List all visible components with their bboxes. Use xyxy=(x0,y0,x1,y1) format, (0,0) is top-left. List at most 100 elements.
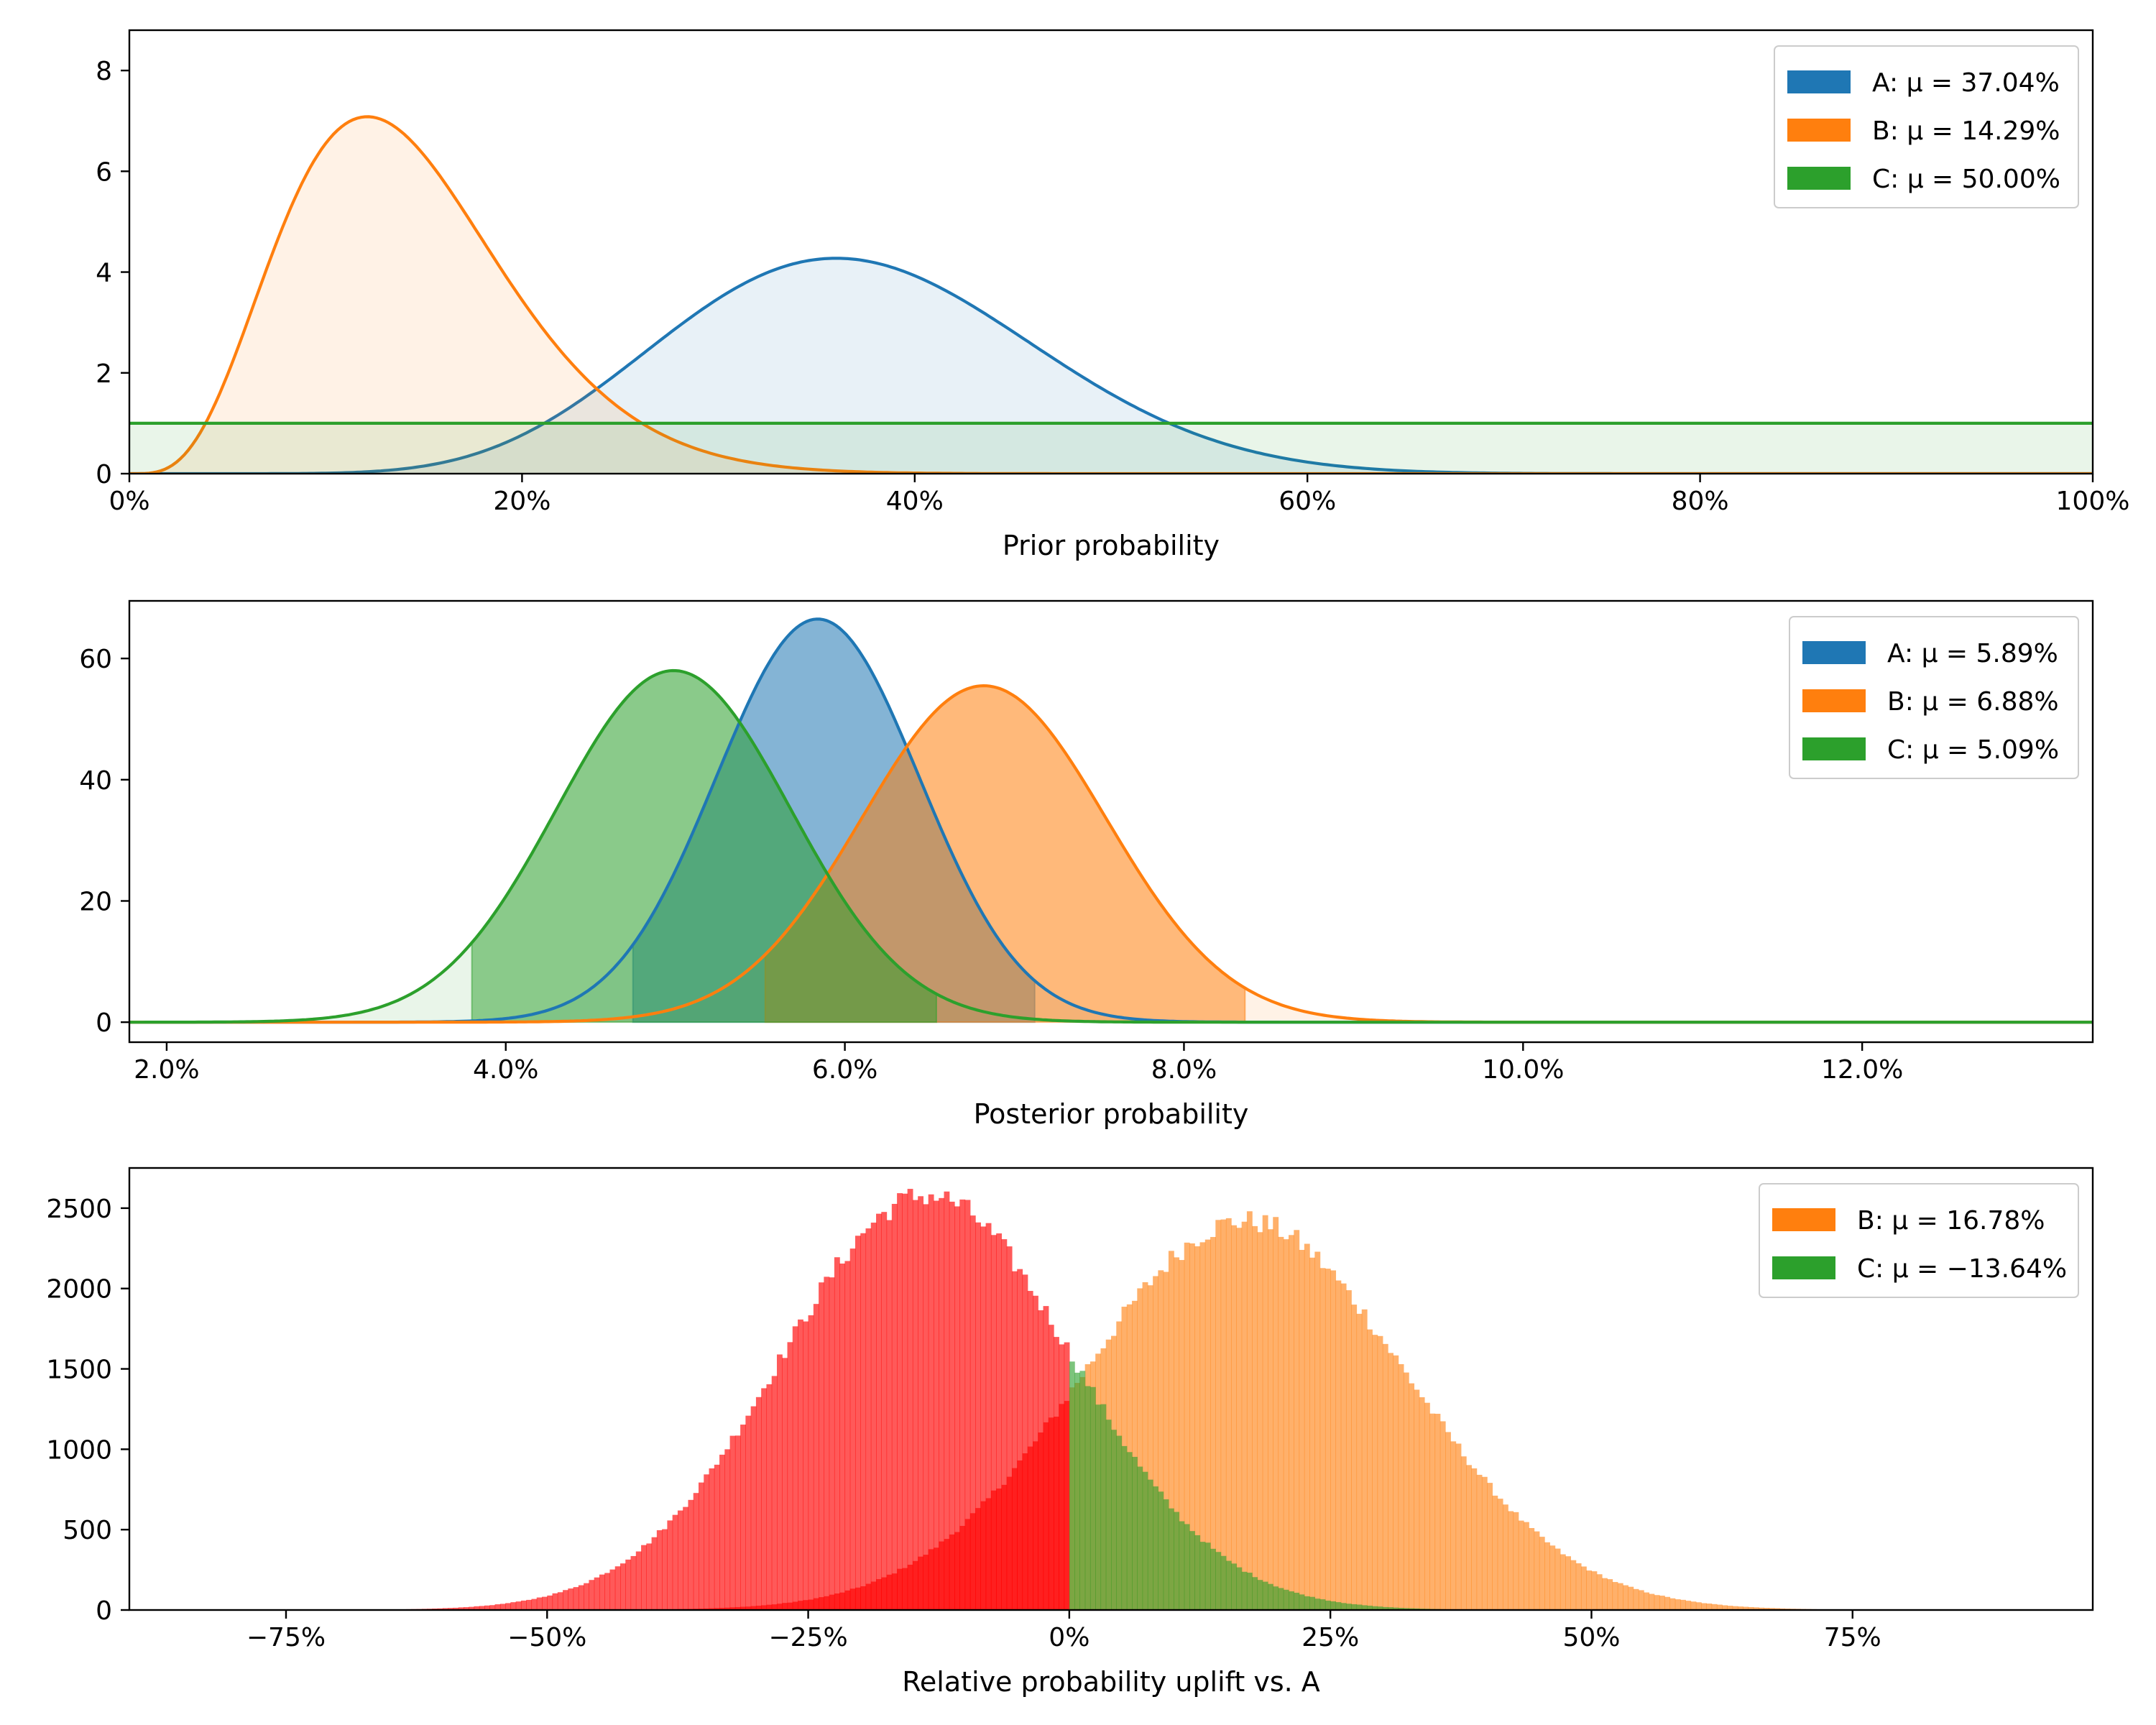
panel-1-plot xyxy=(129,115,2093,474)
histogram-bar-B xyxy=(1319,1268,1326,1610)
histogram-bar-C xyxy=(918,1196,924,1610)
histogram-bar-C xyxy=(771,1376,778,1610)
histogram-bar-C xyxy=(704,1474,710,1610)
panel-2-frame xyxy=(128,599,2094,1044)
histogram-bar-C xyxy=(1189,1531,1195,1610)
histogram-bar-C xyxy=(860,1233,867,1610)
histogram-bar-B xyxy=(1294,1230,1300,1610)
histogram-bar-B xyxy=(1497,1499,1503,1610)
histogram-bar-C xyxy=(1074,1372,1081,1610)
legend-swatch-B xyxy=(1802,689,1866,712)
legend-label-C: C: μ = 5.09% xyxy=(1887,735,2059,765)
histogram-bar-B xyxy=(1591,1571,1598,1610)
histogram-bar-C xyxy=(1289,1591,1294,1610)
x-tick-label: 12.0% xyxy=(1821,1055,1903,1085)
histogram-bar-B xyxy=(1361,1309,1368,1610)
histogram-bar-C xyxy=(1199,1542,1206,1610)
histogram-bar-C xyxy=(662,1529,668,1610)
histogram-bar-C xyxy=(1116,1435,1123,1610)
histogram-bar-B xyxy=(1163,1271,1169,1610)
histogram-bar-C xyxy=(625,1559,632,1610)
histogram-bar-B xyxy=(1481,1476,1488,1610)
histogram-bar-B xyxy=(1367,1329,1373,1610)
histogram-bar-B xyxy=(1257,1232,1263,1610)
histogram-bar-B xyxy=(1304,1243,1310,1610)
histogram-bar-B xyxy=(1340,1283,1347,1610)
histogram-bar-C xyxy=(1294,1592,1300,1610)
y-tick-label: 500 xyxy=(63,1516,112,1545)
histogram-bar-C xyxy=(683,1506,689,1610)
histogram-bar-B xyxy=(1356,1313,1363,1610)
histogram-bar-B xyxy=(1633,1588,1639,1610)
histogram-bar-C xyxy=(1314,1598,1321,1610)
histogram-bar-C xyxy=(1351,1604,1358,1610)
histogram-bar-C xyxy=(1153,1486,1158,1610)
histogram-bar-C xyxy=(667,1520,673,1610)
histogram-bar-C xyxy=(944,1191,950,1610)
x-tick-label: 80% xyxy=(1672,487,1729,516)
histogram-bar-B xyxy=(1158,1270,1164,1610)
histogram-bar-B xyxy=(1132,1300,1138,1610)
histogram-bar-C xyxy=(876,1213,882,1610)
histogram-bar-C xyxy=(1278,1588,1284,1610)
histogram-bar-C xyxy=(782,1358,788,1610)
histogram-bar-C xyxy=(542,1596,548,1610)
y-tick-label: 6 xyxy=(96,157,112,187)
histogram-bar-C xyxy=(1089,1386,1096,1610)
legend-3: B: μ = 16.78% C: μ = −13.64% xyxy=(1759,1183,2079,1298)
x-tick-label: 25% xyxy=(1302,1623,1359,1652)
histogram-bar-C xyxy=(1095,1404,1102,1610)
histogram-bar-C xyxy=(594,1577,600,1610)
histogram-bar-C xyxy=(1017,1269,1023,1610)
histogram-bar-C xyxy=(829,1277,835,1610)
histogram-bar-B xyxy=(1727,1606,1733,1610)
histogram-bar-C xyxy=(886,1220,893,1610)
histogram-bar-B xyxy=(1737,1606,1743,1610)
x-tick-label: 40% xyxy=(886,487,944,516)
histogram-bar-C xyxy=(1084,1386,1091,1610)
histogram-bar-B xyxy=(1612,1582,1618,1610)
x-tick-label: 6.0% xyxy=(812,1055,877,1085)
histogram-bar-B xyxy=(1748,1606,1754,1610)
histogram-bar-C xyxy=(479,1606,485,1610)
histogram-bar-B xyxy=(1690,1601,1697,1610)
histogram-bar-C xyxy=(808,1315,814,1610)
histogram-bar-C xyxy=(740,1425,746,1610)
histogram-bar-B xyxy=(1644,1592,1649,1610)
histogram-bar-B xyxy=(1424,1402,1430,1610)
histogram-bar-B xyxy=(1743,1606,1749,1610)
histogram-bar-B xyxy=(1325,1269,1331,1610)
histogram-bar-C xyxy=(798,1319,803,1610)
histogram-bar-B xyxy=(1210,1237,1216,1610)
x-tick-label: 50% xyxy=(1562,1623,1620,1652)
histogram-bar-B xyxy=(1189,1243,1195,1610)
histogram-bar-C xyxy=(834,1257,840,1610)
histogram-bar-B xyxy=(1403,1372,1409,1610)
histogram-bar-C xyxy=(996,1233,1003,1610)
histogram-bar-C xyxy=(563,1590,568,1610)
histogram-bar-B xyxy=(1439,1421,1446,1610)
histogram-bar-C xyxy=(819,1282,824,1610)
histogram-bar-C xyxy=(1267,1583,1273,1610)
y-tick-label: 0 xyxy=(96,460,112,489)
histogram-bar-C xyxy=(469,1606,475,1610)
density-fill-C xyxy=(129,423,2093,474)
histogram-bar-B xyxy=(1174,1257,1180,1610)
histogram-bar-B xyxy=(1575,1563,1582,1610)
density-fill-B xyxy=(129,116,2093,474)
histogram-bar-C xyxy=(1174,1512,1180,1610)
legend-1: A: μ = 37.04% B: μ = 14.29% C: μ = 50.00% xyxy=(1774,45,2079,208)
histogram-bar-C xyxy=(536,1597,543,1610)
histogram-bar-B xyxy=(1252,1225,1258,1610)
histogram-bar-B xyxy=(1273,1217,1279,1610)
histogram-bar-B xyxy=(1460,1456,1467,1610)
y-tick-label: 0 xyxy=(96,1596,112,1626)
histogram-bar-B xyxy=(1246,1211,1253,1610)
histogram-bar-B xyxy=(1524,1522,1529,1610)
histogram-bar-C xyxy=(520,1600,527,1610)
histogram-bar-B xyxy=(1492,1495,1498,1610)
histogram-bar-C xyxy=(912,1200,918,1610)
histogram-bar-B xyxy=(1382,1343,1388,1610)
histogram-bar-B xyxy=(1554,1548,1561,1610)
histogram-bar-B xyxy=(1314,1251,1321,1610)
